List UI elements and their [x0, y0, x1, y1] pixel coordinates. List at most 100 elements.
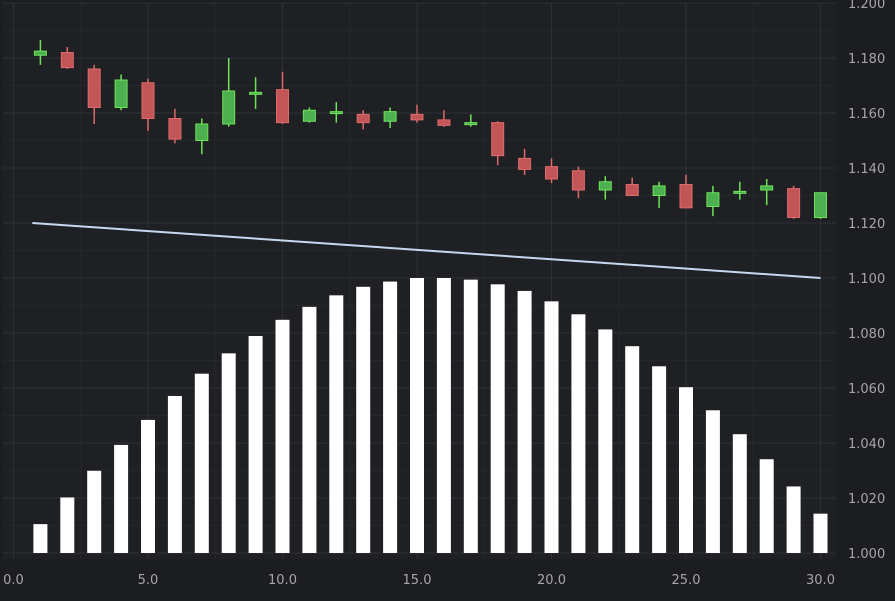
bar: [167, 395, 182, 553]
candle-body: [787, 188, 801, 218]
candle-body: [222, 90, 236, 125]
candle-up: [329, 102, 343, 123]
candle-down: [141, 78, 155, 131]
candle-up: [195, 118, 209, 155]
bar: [275, 319, 290, 553]
y-tick-label: 1.060: [848, 382, 885, 397]
candle-down: [518, 148, 532, 175]
x-tick-label: 15.0: [403, 573, 432, 588]
bar: [732, 434, 747, 553]
candle-body: [814, 192, 827, 218]
candle-up: [464, 114, 478, 127]
candle-body: [383, 111, 397, 122]
bar: [679, 387, 693, 553]
candle-body: [249, 91, 263, 95]
candle-up: [114, 74, 128, 111]
candle-down: [571, 166, 585, 199]
bar: [329, 295, 344, 553]
candle-body: [410, 113, 424, 121]
bar: [517, 290, 532, 553]
bar: [33, 524, 48, 553]
bar: [141, 419, 155, 553]
candle-down: [356, 110, 370, 130]
bar: [652, 366, 667, 553]
candle-up: [814, 192, 827, 219]
candle-body: [733, 190, 747, 194]
candle-body: [33, 50, 47, 56]
candle-down: [625, 177, 639, 196]
bar: [356, 286, 371, 553]
x-tick-label: 20.0: [537, 573, 566, 588]
candle-down: [276, 71, 289, 124]
y-tick-label: 1.040: [848, 437, 885, 452]
bar: [544, 301, 559, 553]
x-tick-label: 30.0: [806, 573, 835, 588]
x-tick-label: 5.0: [138, 573, 159, 588]
bar: [463, 279, 478, 553]
candle-down: [410, 104, 424, 123]
bar: [759, 459, 774, 553]
candle-down: [491, 121, 505, 166]
y-tick-label: 1.180: [848, 52, 885, 67]
x-tick-label: 0.0: [3, 573, 24, 588]
candle-body: [60, 52, 74, 69]
candle-body: [625, 184, 639, 196]
bar: [490, 284, 505, 553]
candle-body: [168, 118, 182, 140]
candle-body: [141, 82, 155, 119]
bar: [302, 306, 317, 553]
candlestick-series: [33, 40, 827, 219]
candle-up: [706, 185, 720, 217]
candle-down: [545, 158, 558, 184]
candle-down: [60, 47, 74, 69]
candle-down: [437, 110, 451, 127]
bar: [114, 444, 129, 553]
x-axis: 0.0 5.0 10.0 15.0 20.0 25.0 30.0: [3, 573, 835, 588]
bar: [60, 497, 75, 553]
candle-body: [491, 122, 505, 157]
y-tick-label: 1.200: [848, 0, 885, 12]
candle-down: [87, 64, 101, 124]
candle-body: [598, 181, 612, 191]
y-tick-label: 1.080: [848, 327, 885, 342]
candle-body: [652, 185, 666, 196]
x-tick-label: 10.0: [268, 573, 297, 588]
y-tick-label: 1.020: [848, 492, 885, 507]
y-tick-label: 1.100: [848, 272, 885, 287]
candle-up: [760, 179, 774, 206]
candle-up: [652, 181, 666, 208]
candle-down: [787, 185, 801, 219]
y-tick-label: 1.140: [848, 162, 885, 177]
bar: [705, 410, 720, 553]
candle-body: [195, 123, 209, 141]
y-tick-label: 1.120: [848, 217, 885, 232]
bar: [410, 278, 424, 553]
bar-series: [33, 278, 828, 553]
candle-up: [222, 58, 236, 127]
candle-body: [114, 79, 128, 108]
candle-body: [760, 185, 774, 191]
bar: [87, 470, 102, 553]
candle-up: [383, 107, 397, 129]
bar: [436, 278, 451, 553]
bar: [383, 281, 398, 553]
candle-up: [733, 181, 747, 200]
candle-up: [302, 107, 316, 123]
bar: [194, 373, 209, 553]
candle-body: [518, 157, 532, 170]
candle-up: [249, 77, 263, 109]
candle-body: [356, 113, 370, 124]
bar: [813, 513, 828, 553]
candle-down: [168, 108, 182, 144]
candle-body: [464, 122, 478, 126]
bar: [571, 314, 586, 553]
bar: [598, 329, 613, 553]
candle-body: [276, 89, 289, 124]
candle-body: [329, 111, 343, 115]
candle-down: [679, 174, 693, 209]
candle-body: [545, 166, 558, 180]
line-series: [32, 222, 821, 279]
y-axis: 1.000 1.020 1.040 1.060 1.080 1.100 1.120 1.140…: [848, 0, 885, 562]
candle-body: [302, 109, 316, 122]
bar: [221, 353, 236, 553]
